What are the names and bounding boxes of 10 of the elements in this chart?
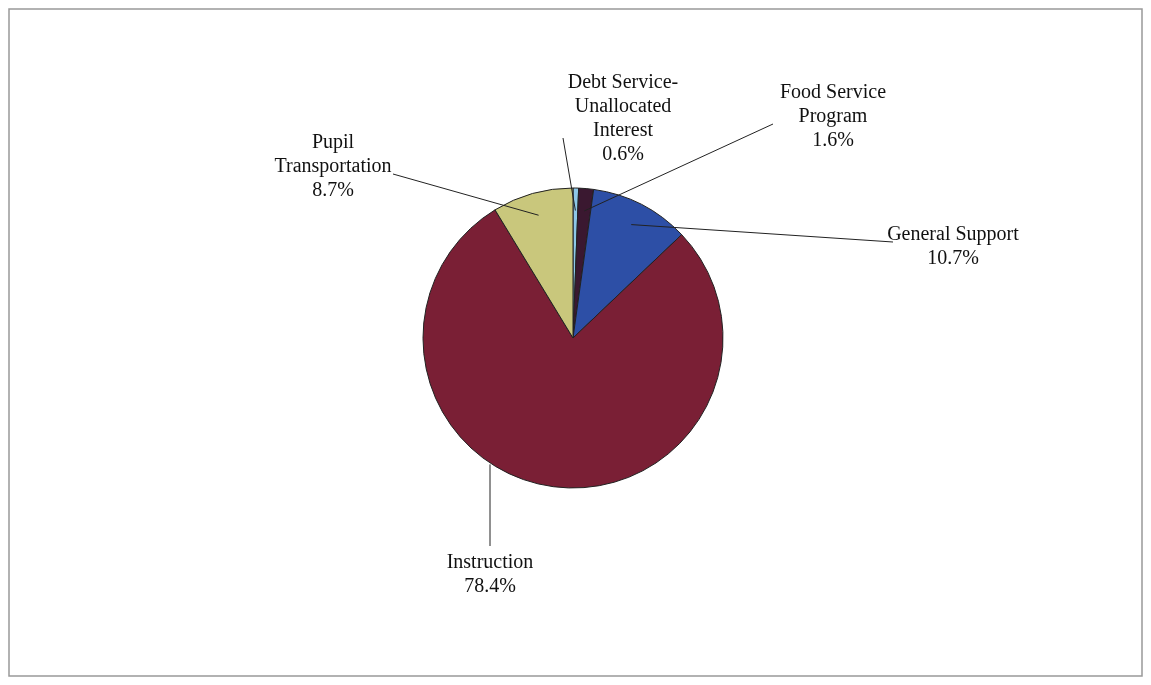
data-label: 1.6% — [812, 128, 854, 150]
slice-label: General Support — [887, 222, 1020, 245]
data-label: 78.4% — [464, 574, 516, 596]
slice-label: Instruction — [446, 550, 534, 572]
slice-label: Debt Service-Unallocated Interest — [567, 70, 679, 140]
data-label: 8.7% — [312, 178, 354, 200]
data-label: 10.7% — [927, 246, 979, 268]
data-label: 0.6% — [602, 142, 644, 164]
slice-label: Pupil Transportation — [274, 130, 392, 177]
slice-label: Food Service Program — [779, 80, 887, 127]
